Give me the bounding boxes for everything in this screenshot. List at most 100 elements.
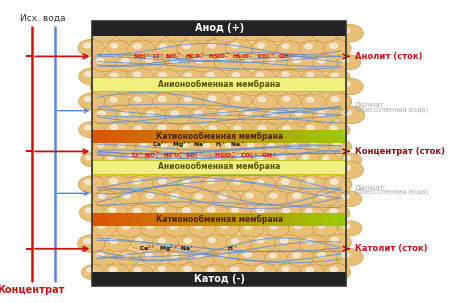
Circle shape [234, 180, 240, 184]
Circle shape [209, 238, 215, 242]
Circle shape [78, 235, 105, 252]
Circle shape [215, 161, 241, 177]
Circle shape [122, 165, 129, 170]
Circle shape [318, 224, 325, 228]
Circle shape [177, 176, 203, 193]
Circle shape [165, 190, 193, 208]
Circle shape [325, 234, 351, 251]
Circle shape [110, 239, 118, 243]
Circle shape [301, 122, 327, 138]
Circle shape [141, 108, 167, 124]
Bar [198, 213, 203, 226]
Circle shape [82, 265, 105, 280]
Bar [152, 130, 157, 143]
Circle shape [209, 96, 216, 101]
Bar [342, 213, 347, 226]
Bar [135, 130, 140, 143]
Circle shape [344, 110, 351, 115]
Bar [257, 213, 263, 226]
Bar [236, 130, 241, 143]
Circle shape [189, 248, 217, 266]
Circle shape [203, 143, 210, 147]
Bar [300, 213, 305, 226]
Bar [232, 130, 237, 143]
Circle shape [305, 44, 312, 49]
Bar [173, 130, 178, 143]
Circle shape [293, 58, 301, 63]
Bar [122, 213, 127, 226]
Circle shape [319, 82, 326, 86]
Circle shape [257, 208, 264, 213]
Circle shape [118, 144, 125, 148]
Circle shape [170, 225, 177, 229]
Bar [156, 213, 161, 226]
Bar [101, 213, 106, 226]
Circle shape [106, 40, 129, 55]
Circle shape [225, 39, 252, 56]
Circle shape [208, 179, 215, 184]
Bar [160, 213, 165, 226]
Circle shape [207, 73, 214, 77]
Circle shape [171, 111, 179, 116]
Circle shape [277, 122, 303, 139]
Circle shape [159, 73, 167, 78]
Circle shape [245, 112, 252, 116]
Circle shape [226, 235, 251, 251]
Circle shape [98, 112, 105, 116]
Circle shape [283, 97, 290, 101]
Circle shape [251, 69, 276, 85]
Circle shape [318, 29, 325, 34]
Circle shape [232, 73, 239, 77]
Circle shape [290, 108, 314, 123]
Circle shape [318, 253, 325, 257]
Circle shape [123, 152, 146, 167]
Circle shape [251, 205, 278, 222]
Circle shape [97, 253, 104, 258]
Circle shape [122, 225, 130, 229]
Circle shape [179, 93, 204, 109]
Circle shape [84, 180, 92, 185]
Circle shape [109, 208, 116, 212]
Circle shape [99, 194, 105, 198]
Circle shape [297, 152, 320, 167]
Circle shape [146, 253, 152, 257]
Circle shape [280, 238, 288, 243]
Bar [295, 130, 301, 143]
Circle shape [203, 92, 229, 109]
Circle shape [91, 79, 116, 95]
Circle shape [265, 190, 289, 205]
Circle shape [263, 161, 289, 178]
Circle shape [332, 73, 338, 78]
Bar [317, 130, 321, 143]
Circle shape [286, 25, 314, 43]
Circle shape [189, 107, 214, 124]
Bar [160, 130, 165, 143]
Circle shape [196, 29, 203, 33]
Circle shape [103, 152, 124, 166]
Circle shape [182, 180, 190, 185]
Bar [194, 213, 199, 226]
Bar [245, 130, 250, 143]
Circle shape [170, 29, 177, 33]
Bar [122, 130, 127, 143]
Circle shape [301, 69, 325, 85]
Bar [232, 213, 237, 226]
Circle shape [307, 73, 313, 77]
Circle shape [215, 155, 221, 160]
Circle shape [98, 143, 104, 147]
Circle shape [324, 39, 351, 57]
Bar [249, 130, 254, 143]
Circle shape [269, 30, 276, 34]
Bar [114, 213, 118, 226]
Bar [105, 130, 110, 143]
Circle shape [96, 82, 103, 87]
Circle shape [302, 155, 309, 159]
Circle shape [110, 73, 117, 78]
Circle shape [245, 225, 252, 229]
Bar [92, 174, 346, 213]
Circle shape [289, 79, 315, 95]
Circle shape [313, 108, 337, 123]
Circle shape [85, 208, 93, 213]
Circle shape [264, 250, 288, 265]
Circle shape [220, 111, 227, 115]
